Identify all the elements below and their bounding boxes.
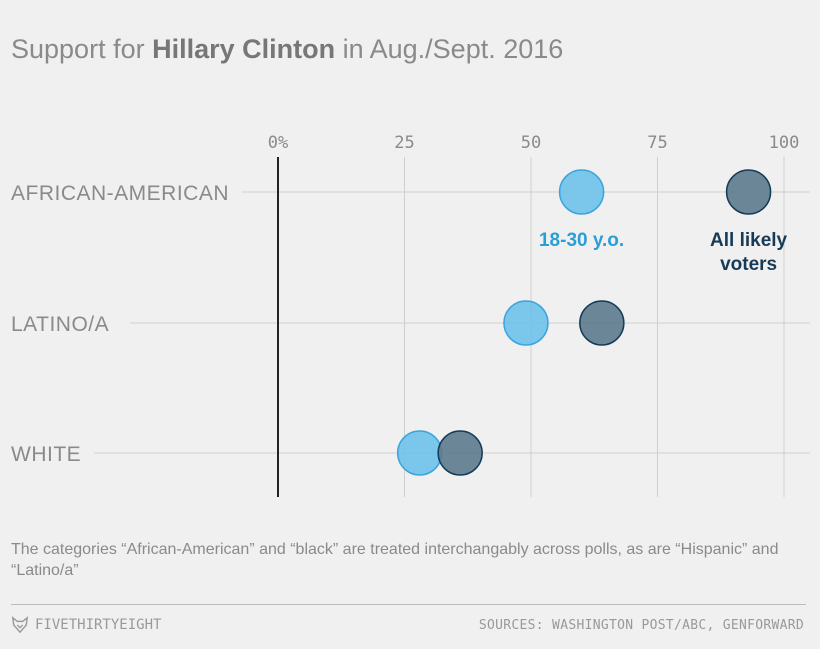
x-tick-label-0: 0% xyxy=(268,133,288,153)
category-label: AFRICAN-AMERICAN xyxy=(11,182,229,205)
footnote: The categories “African-American” and “b… xyxy=(11,541,779,579)
category-label: WHITE xyxy=(11,443,81,466)
annotation-all-voters-line1: All likely xyxy=(710,230,788,251)
title-prefix: Support for xyxy=(11,34,153,64)
dot-youth-1 xyxy=(503,300,549,346)
x-tick-label-75: 75 xyxy=(647,133,667,153)
footer-brand: FIVETHIRTYEIGHT xyxy=(11,616,161,634)
x-tick-label-25: 25 xyxy=(394,133,414,153)
category-label: LATINO/A xyxy=(11,313,109,336)
title-suffix: in Aug./Sept. 2016 xyxy=(335,34,564,64)
fox-logo-icon xyxy=(11,616,29,634)
chart-title: Support for Hillary Clinton in Aug./Sept… xyxy=(11,34,563,65)
annotation-youth: 18-30 y.o. xyxy=(539,230,624,251)
dot-all-voters-2 xyxy=(437,430,483,476)
footer-divider xyxy=(11,604,806,605)
dot-youth-2 xyxy=(396,430,443,476)
x-tick-label-50: 50 xyxy=(521,133,541,153)
dot-all-voters-1 xyxy=(579,300,625,346)
dot-chart: 0% 25 50 75 100 AFRICAN-AMERICAN LATINO/A WHITE… xyxy=(11,133,810,497)
x-tick-label-100: 100 xyxy=(769,133,800,153)
dot-all-voters-0 xyxy=(725,169,772,215)
dot-youth-0 xyxy=(558,169,605,215)
title-highlight: Hillary Clinton xyxy=(152,34,336,64)
sources-credit: SOURCES: WASHINGTON POST/ABC, GENFORWARD xyxy=(478,618,804,633)
brand-name: FIVETHIRTYEIGHT xyxy=(35,617,162,633)
annotation-all-voters-line2: voters xyxy=(720,254,777,275)
